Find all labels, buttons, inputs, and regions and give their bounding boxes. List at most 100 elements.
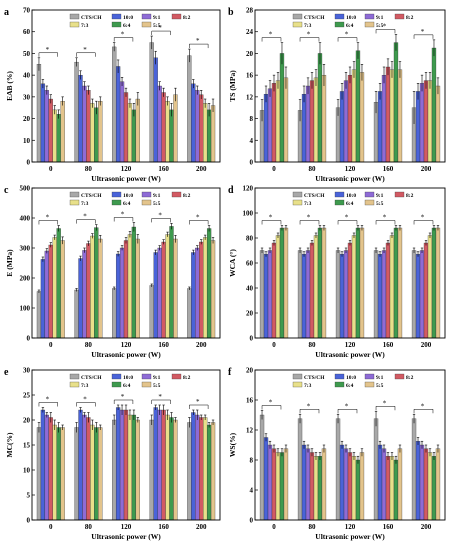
bar: [411, 418, 417, 521]
significance-bracket: [38, 220, 58, 225]
bar: [385, 242, 391, 339]
bar: [389, 456, 395, 521]
bar: [359, 452, 365, 521]
bar: [187, 288, 192, 339]
y-tick-label: 70: [23, 7, 31, 15]
bar: [301, 254, 307, 339]
plot-frame: [254, 9, 446, 163]
bar: [339, 91, 345, 163]
x-axis-label: Ultrasonic power (W): [91, 532, 161, 541]
bar: [210, 240, 216, 339]
legend-label: 7:3: [304, 383, 312, 389]
bar: [161, 409, 166, 521]
bar: [112, 419, 117, 521]
panel-letter: a: [4, 7, 9, 18]
legend-label: 5:5: [153, 23, 161, 29]
significance-bracket: [189, 220, 209, 225]
bar: [199, 241, 204, 339]
bar: [78, 258, 83, 339]
bar: [335, 418, 341, 521]
bar: [52, 109, 57, 163]
legend-label: 7:3: [81, 23, 89, 29]
legend-swatch: [69, 191, 80, 198]
significance-star: *: [383, 399, 387, 407]
legend-swatch: [364, 21, 375, 28]
legend-swatch: [111, 373, 122, 380]
legend-label: 8:2: [406, 375, 414, 381]
bar: [389, 235, 395, 339]
y-tick-label: 0: [250, 517, 254, 525]
bar: [271, 242, 277, 339]
bar: [94, 427, 99, 521]
bar: [82, 250, 87, 339]
bar: [271, 83, 277, 163]
bar: [173, 94, 178, 163]
legend-swatch: [69, 373, 80, 380]
bar: [297, 418, 303, 521]
bar: [195, 247, 200, 339]
y-tick-label: 20: [23, 417, 31, 425]
significance-star: *: [345, 402, 349, 410]
y-axis-label: E (MPa): [5, 249, 14, 277]
legend-label: 10:0: [346, 375, 356, 381]
legend-label: 8:2: [406, 193, 414, 199]
legend-swatch: [111, 199, 122, 206]
significance-star: *: [421, 214, 425, 222]
significance-bracket: [337, 37, 358, 42]
bar: [157, 247, 162, 339]
x-tick-label: 80: [309, 341, 317, 349]
y-tick-label: 10: [23, 467, 31, 475]
bar: [60, 101, 65, 163]
significance-bracket: [113, 399, 134, 404]
y-tick-label: 20: [246, 50, 254, 58]
significance-bracket: [189, 43, 209, 49]
panel-letter: e: [4, 367, 9, 378]
bar: [169, 226, 174, 339]
significance-star: *: [345, 31, 349, 39]
legend-label: 6:4: [123, 201, 131, 207]
legend-swatch: [394, 191, 405, 198]
legend-swatch: [141, 199, 152, 206]
bar: [321, 448, 327, 521]
y-axis-label: WS(%): [228, 432, 237, 457]
legend-label: 8:2: [406, 15, 414, 21]
legend-swatch: [111, 13, 122, 20]
x-axis-label: Ultrasonic power (W): [315, 532, 385, 541]
y-tick-label: 120: [243, 185, 254, 193]
bar: [169, 417, 174, 521]
panel-b: b CTS/CH 10:0 9:1 8:27:3 6:4 5:5* * ***048121620…: [228, 7, 446, 183]
bar: [169, 109, 174, 163]
y-tick-label: 24: [246, 28, 254, 36]
legend-label: 7:3: [81, 201, 89, 207]
bar: [397, 227, 403, 339]
y-tick-label: 300: [20, 245, 31, 253]
bar: [377, 444, 383, 521]
y-tick-label: 0: [250, 159, 254, 167]
bar: [427, 452, 433, 521]
bar: [165, 234, 170, 339]
x-tick-label: 200: [196, 523, 207, 531]
legend-swatch: [292, 381, 303, 388]
legend-label: 5:5: [376, 383, 384, 389]
bar: [427, 80, 433, 163]
y-tick-label: 0: [27, 335, 31, 343]
bar: [351, 235, 357, 339]
y-tick-label: 20: [246, 310, 254, 318]
bar: [149, 419, 154, 521]
x-tick-label: 120: [121, 165, 132, 173]
y-axis-label: TS (MPa): [228, 70, 237, 102]
bar: [259, 414, 265, 521]
x-tick-label: 200: [421, 523, 432, 531]
bar: [275, 452, 281, 521]
y-tick-label: 30: [23, 93, 31, 101]
y-tick-label: 20: [23, 115, 31, 123]
bar: [90, 424, 95, 521]
y-tick-label: 8: [250, 457, 254, 465]
significance-bracket: [189, 404, 209, 409]
y-tick-label: 100: [243, 210, 254, 218]
significance-bracket: [375, 220, 396, 225]
legend-swatch: [292, 21, 303, 28]
legend-swatch: [292, 191, 303, 198]
legend-label: 5:5: [376, 23, 384, 29]
significance-bracket: [375, 29, 396, 34]
